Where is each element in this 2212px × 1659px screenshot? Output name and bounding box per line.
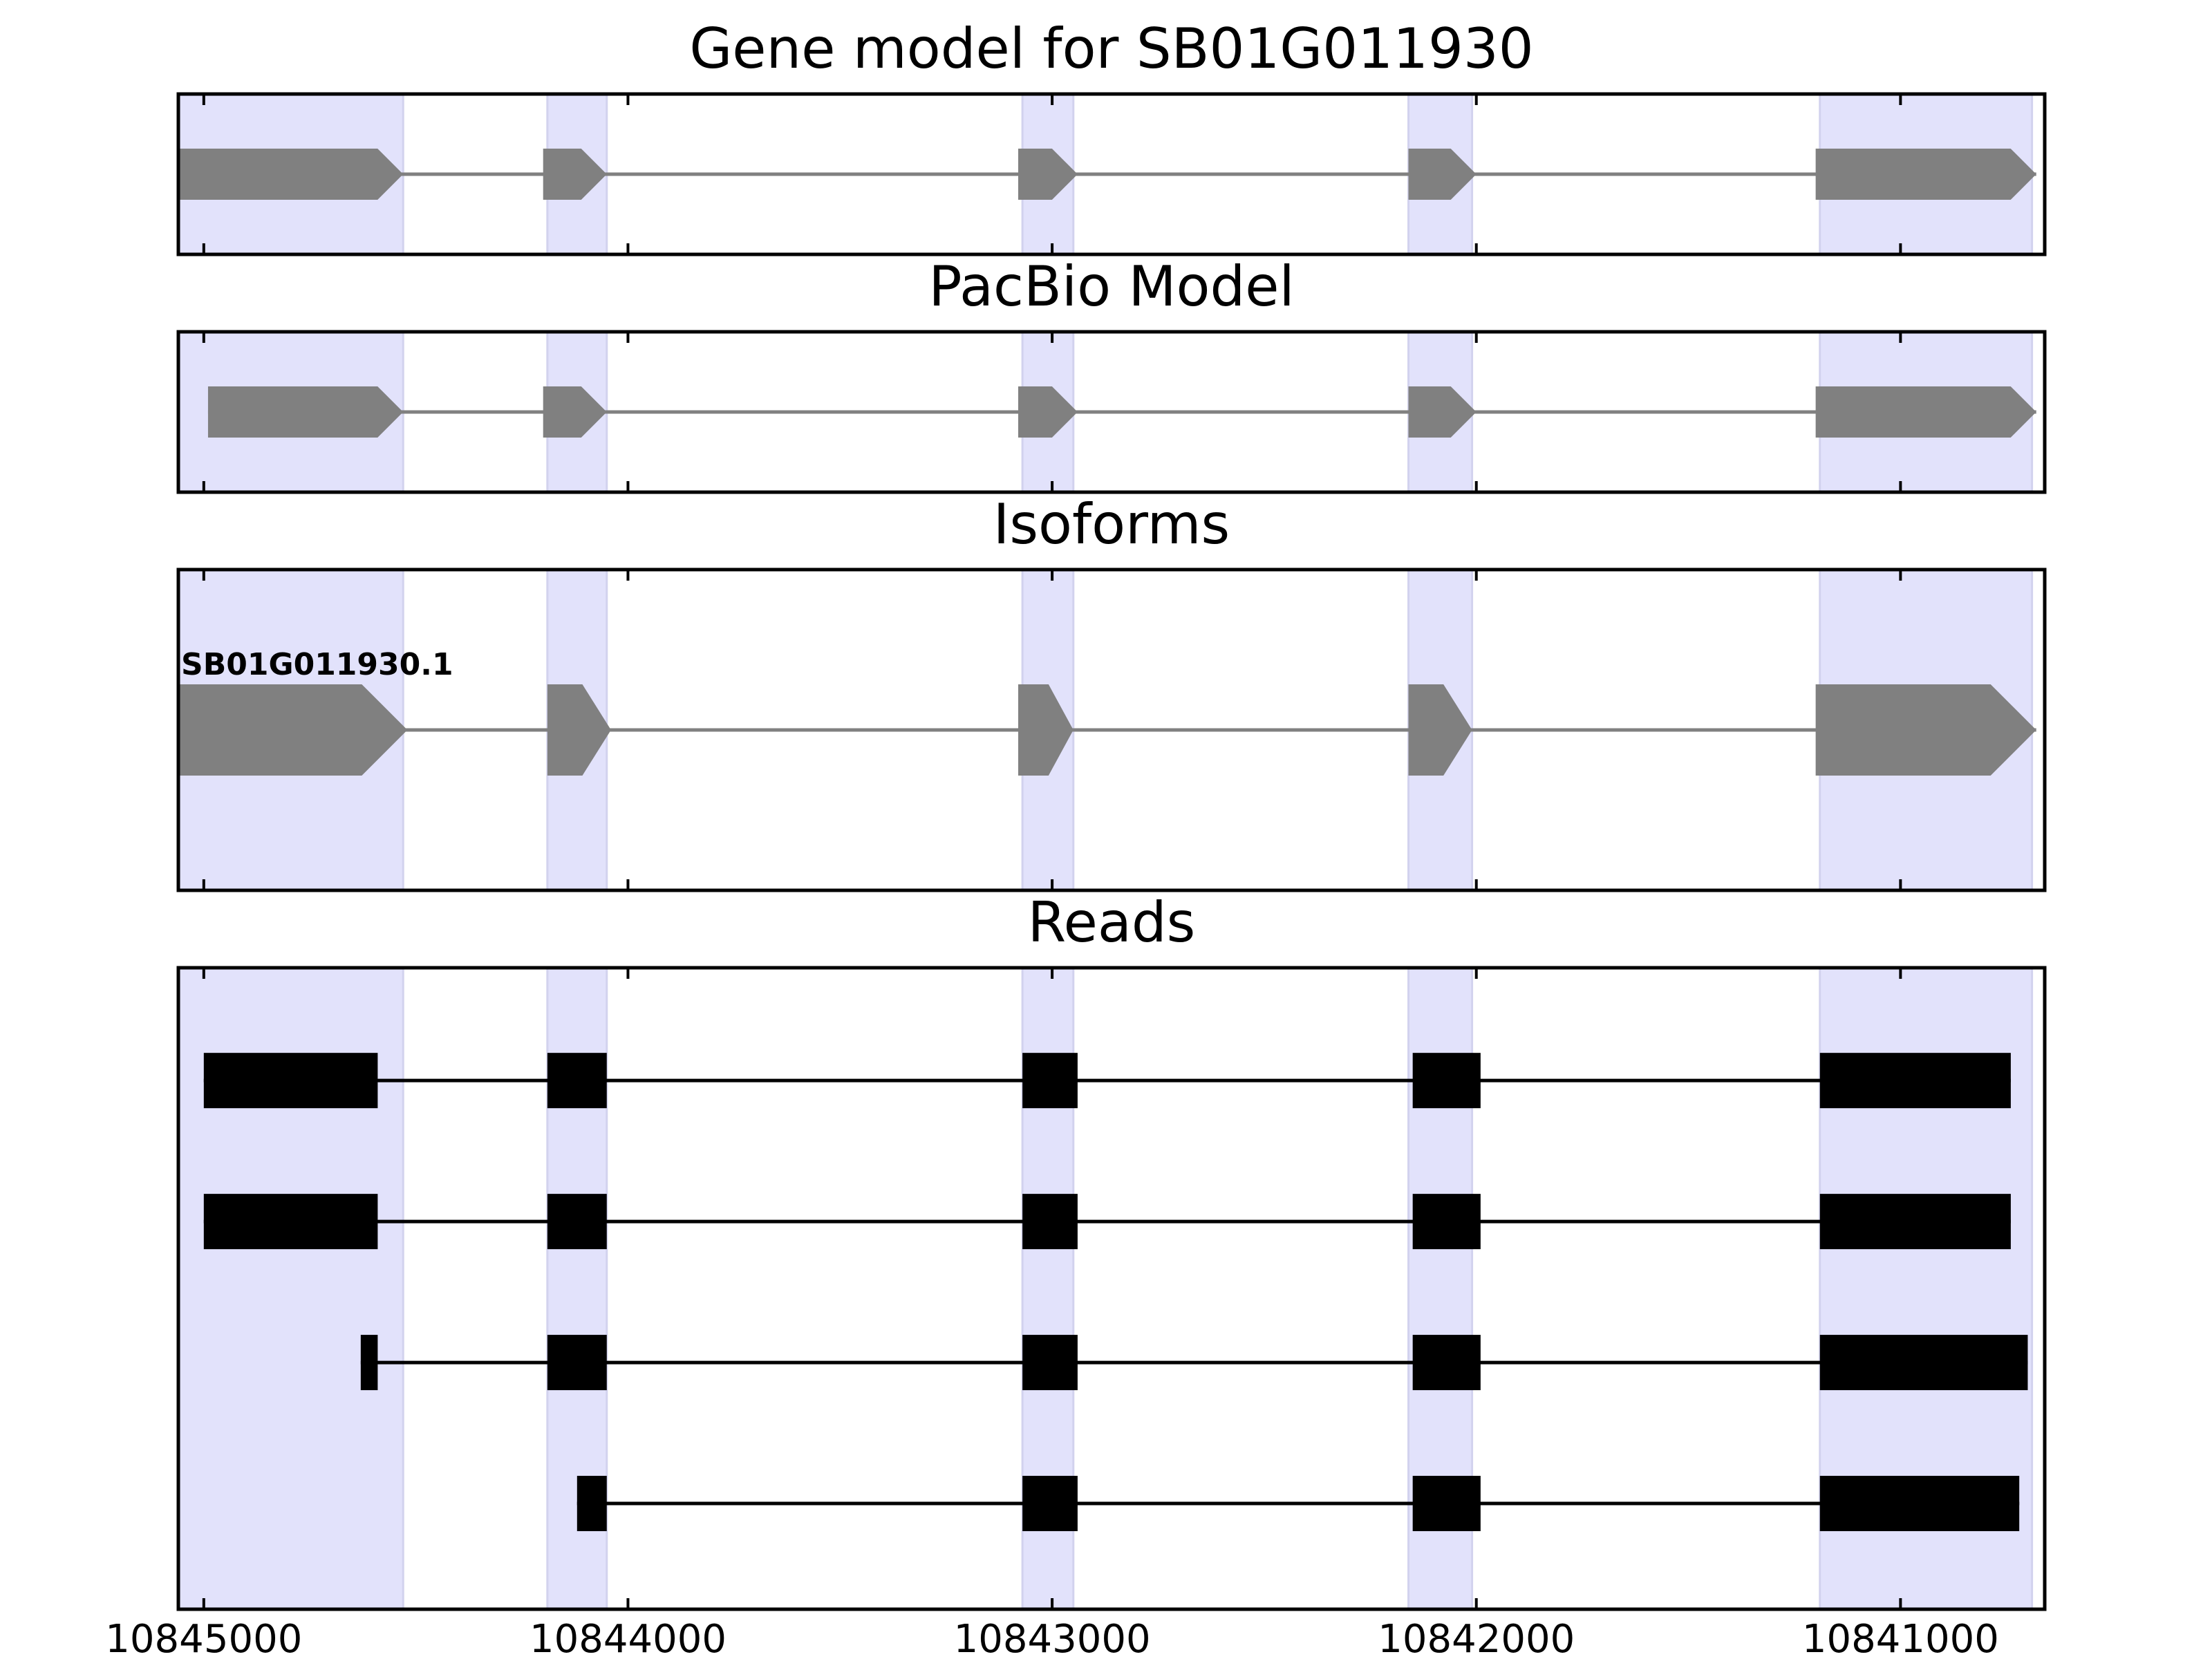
exon-block — [1408, 386, 1477, 438]
x-tick-label: 10845000 — [105, 1617, 302, 1659]
x-tick-label: 10844000 — [529, 1617, 727, 1659]
exon-block — [178, 149, 404, 200]
read-exon — [203, 1053, 378, 1109]
read-exon — [1819, 1194, 2011, 1250]
isoform-label: SB01G011930.1 — [181, 647, 453, 682]
exon-block — [543, 149, 607, 200]
read-exon — [1412, 1053, 1481, 1109]
exon-block — [543, 386, 607, 438]
panel-title: Reads — [1028, 890, 1196, 955]
panel-title: Gene model for SB01G011930 — [689, 17, 1533, 81]
read-exon — [1022, 1194, 1078, 1250]
read-exon — [1412, 1335, 1481, 1391]
read-exon — [1412, 1194, 1481, 1250]
read-exon — [1412, 1476, 1481, 1532]
exon-block — [547, 684, 611, 776]
panel-frame — [176, 966, 2047, 1611]
read-exon — [1022, 1053, 1078, 1109]
panel-frame — [176, 92, 2047, 256]
read-exon — [577, 1476, 607, 1532]
exon-block — [1408, 149, 1477, 200]
panel-title: PacBio Model — [928, 254, 1294, 319]
read-exon — [1819, 1335, 2028, 1391]
panel-title: Isoforms — [993, 492, 1230, 556]
panel-0: Gene model for SB01G011930 — [176, 17, 2047, 256]
read-exon — [203, 1194, 378, 1250]
panel-frame — [176, 330, 2047, 494]
read-exon — [547, 1053, 607, 1109]
read-exon — [1819, 1476, 2020, 1532]
panel-2: SB01G011930.1 Isoforms — [176, 492, 2047, 892]
panel-1: PacBio Model — [176, 254, 2047, 494]
exon-block — [178, 684, 408, 776]
panel-frame — [176, 568, 2047, 892]
read-exon — [1022, 1476, 1078, 1532]
read-exon — [360, 1335, 378, 1391]
read-exon — [1819, 1053, 2011, 1109]
x-tick-label: 10843000 — [954, 1617, 1151, 1659]
exon-block — [1018, 149, 1078, 200]
exon-block — [1815, 386, 2036, 438]
exon-block — [1018, 684, 1074, 776]
exon-block — [1815, 149, 2036, 200]
read-exon — [547, 1194, 607, 1250]
exon-block — [1815, 684, 2036, 776]
read-exon — [1022, 1335, 1078, 1391]
exon-block — [1018, 386, 1078, 438]
x-tick-label: 10841000 — [1802, 1617, 1999, 1659]
x-tick-label: 10842000 — [1378, 1617, 1575, 1659]
panel-3: Reads — [176, 890, 2047, 1611]
exon-block — [207, 386, 404, 438]
read-exon — [547, 1335, 607, 1391]
exon-block — [1408, 684, 1472, 776]
